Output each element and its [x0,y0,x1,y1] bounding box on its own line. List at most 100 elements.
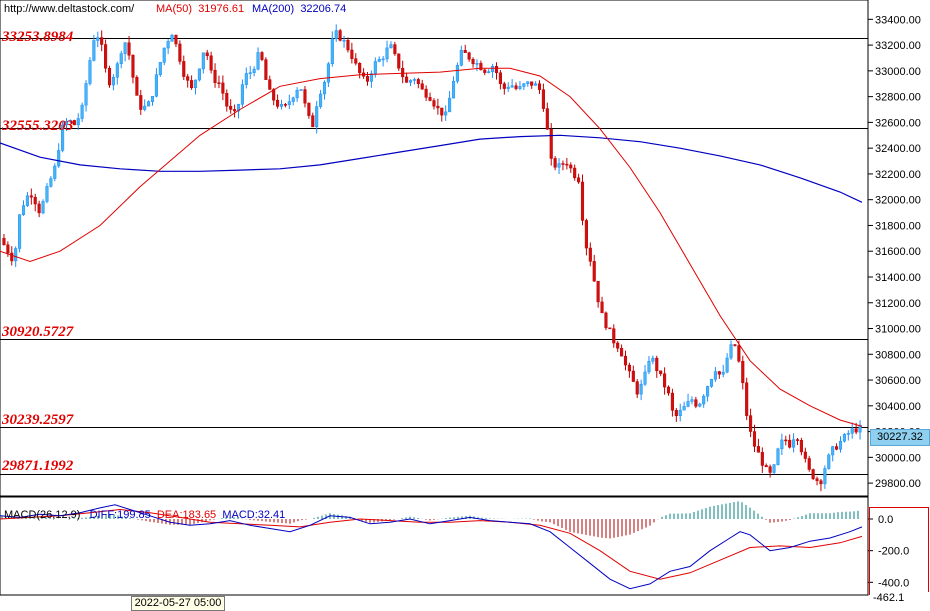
candle-body [389,44,393,49]
candle-body [41,201,45,214]
candle-body [205,52,209,57]
level-label-1: 33253.8984 [2,29,74,45]
candle-body [88,60,92,84]
candle-body [756,446,760,453]
candle-body [279,104,284,107]
candle-body [674,410,678,416]
candle-body [33,196,37,205]
candle-body [123,42,127,54]
candle-body [776,448,780,465]
candle-body [162,47,166,63]
candle-body [381,58,385,61]
candle-body [483,69,487,73]
candle-body [307,102,311,116]
candle-body [166,41,170,49]
candle-body [326,63,330,83]
candle-body [334,30,338,39]
candle-body [463,50,467,53]
candle-body [287,101,291,105]
candle-body [827,454,831,469]
candle-body [487,71,491,73]
candle-body [135,76,139,96]
candle-body [64,121,69,126]
candle-body [154,74,158,97]
candle-body [475,63,479,65]
candle-body [729,344,733,359]
candle-body [854,428,858,433]
candle-body [107,67,112,86]
candle-body [76,118,80,126]
candle-body [526,81,530,84]
candle-body [256,52,260,70]
candle-body [643,371,647,385]
candle-body [451,80,456,99]
candle-body [131,54,135,78]
candle-body [358,62,362,74]
candle-body [350,49,354,59]
candle-body [706,386,710,397]
candle-body [780,439,784,450]
ma200-label: MA(200) [252,3,295,15]
candle-body [561,163,565,165]
candle-body [717,371,721,375]
candle-body [115,63,119,78]
candle-body [788,439,792,448]
candle-body [518,86,522,89]
candle-body [713,371,717,380]
candle-body [510,85,514,88]
macd-diff-label: DIFF:199.85 [89,509,151,521]
candle-body [111,76,115,86]
candle-body [588,247,592,262]
candle-body [444,111,448,116]
candle-body [158,62,162,75]
candle-body [61,124,65,151]
price-tick-label: 31000.00 [875,324,921,336]
price-tick-label: 31400.00 [875,272,921,284]
candle-body [377,59,381,62]
candle-body [682,406,686,411]
candle-body [616,342,620,349]
candle-body [322,81,327,95]
current-price-tag: 30227.32 [870,429,930,446]
candle-body [670,392,674,411]
candle-body [385,47,389,60]
ma200-value: 32206.74 [300,3,347,15]
candle-body [584,220,588,249]
macd-dea-line [0,508,863,580]
source-url: http://www.deltastock.com/ [4,3,135,15]
candle-body [768,466,772,473]
candle-body [393,44,397,55]
candle-body [408,80,413,83]
candle-body [420,83,424,90]
candle-body [221,82,225,94]
macd-axis: 0.0 -200.0 -400.0 [868,514,909,589]
candle-body [858,424,862,433]
macd-plot-area [0,496,869,596]
candle-body [835,446,839,450]
candle-body [240,84,244,105]
candle-body [21,205,26,215]
candle-body [365,76,370,82]
candle-body [803,451,807,459]
price-tick-label: 32200.00 [875,169,921,181]
candle-body [10,252,14,262]
candle-body [522,83,526,87]
candle-body [139,95,143,110]
candle-body [659,370,663,374]
candle-body [842,434,846,442]
candle-body [612,328,616,344]
candle-body [197,68,201,81]
candle-body [534,83,538,86]
candle-body [260,52,264,60]
candle-body [596,280,600,303]
candle-body [639,383,643,395]
candle-body [491,65,495,72]
candle-body [264,59,268,80]
price-axis: 33400.00 33200.00 33000.00 32800.00 32600.00… [867,0,921,496]
candle-body [471,58,475,65]
macd-tick-label: -200.0 [878,546,909,558]
candle-body [354,58,358,64]
candle-body [760,452,764,466]
candle-body [303,89,307,104]
